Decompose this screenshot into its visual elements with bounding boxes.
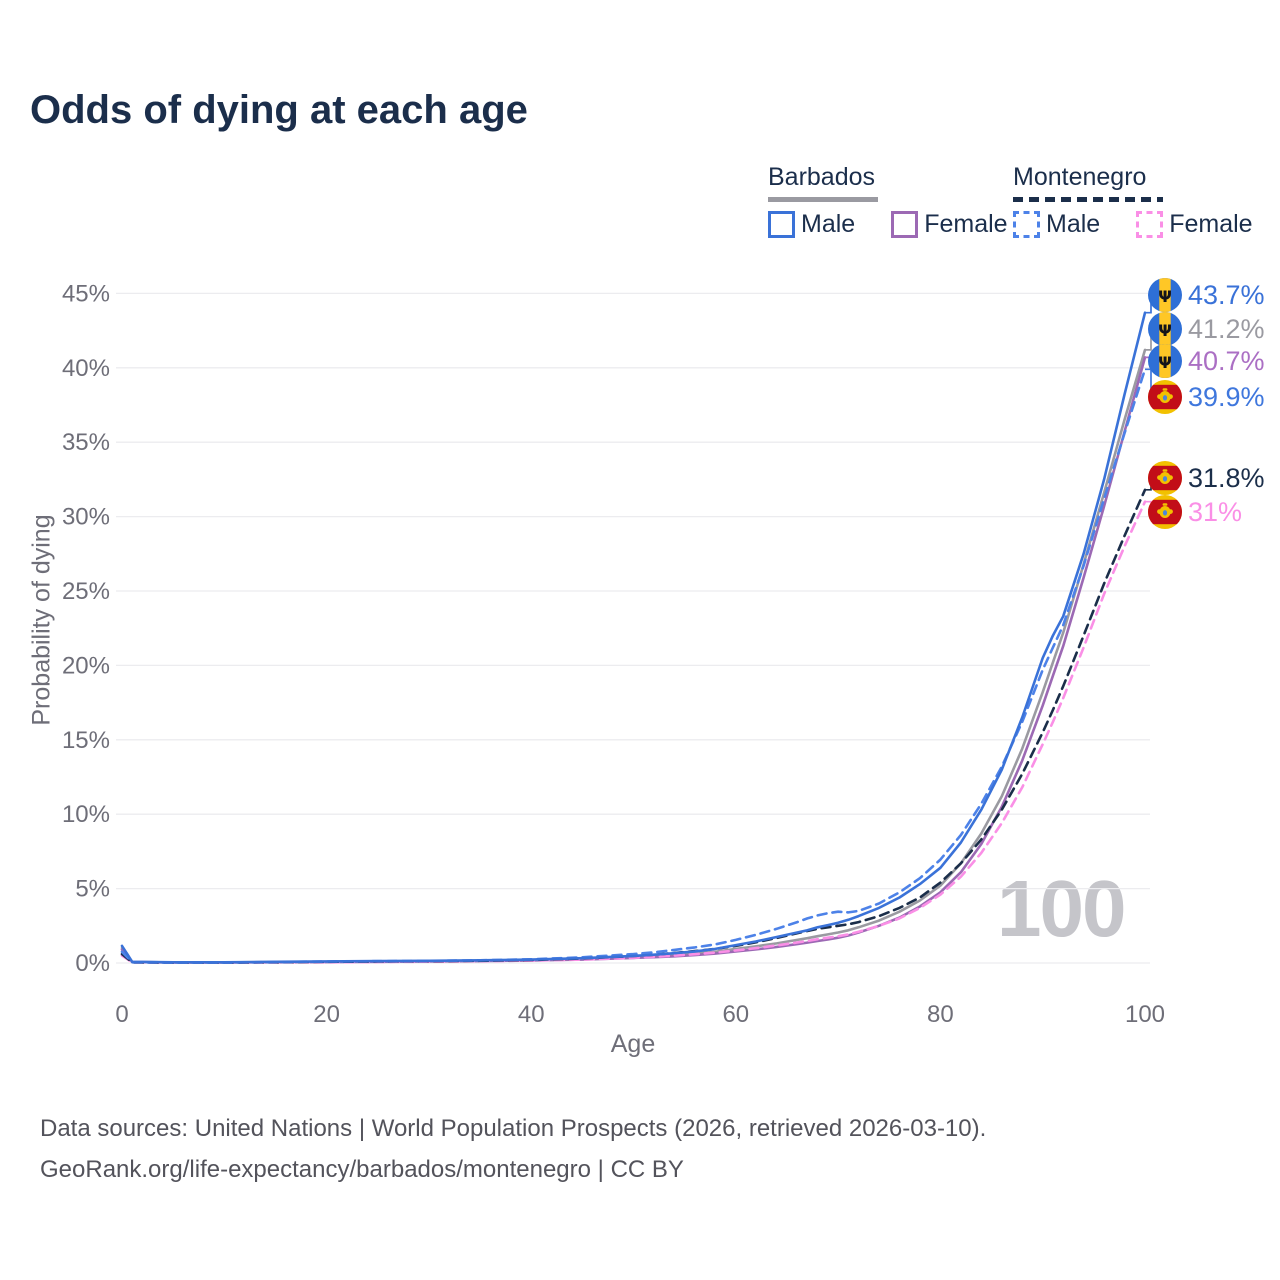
series-end-value: 41.2% (1188, 313, 1265, 344)
y-tick-label: 5% (75, 876, 110, 903)
series-line-montenegro-both-sexes[interactable] (120, 488, 1147, 964)
x-tick-label: 40 (518, 1001, 545, 1028)
barbados-flag-icon: Ψ (1148, 312, 1182, 346)
montenegro-flag-icon (1148, 495, 1182, 529)
series-end-value: 39.9% (1188, 381, 1265, 412)
x-tick-label: 20 (313, 1001, 340, 1028)
legend-row-montenegro: Male Female (1013, 210, 1253, 239)
line-chart: 0% 5% 10% 15% 20% 25% 30% 35% 40% 45% 0 20 40 60 80 100… (62, 280, 1165, 1058)
series-line-montenegro-female[interactable] (120, 500, 1147, 965)
legend-label-barbados-male[interactable]: Male (801, 210, 856, 238)
y-tick-label: 20% (62, 652, 110, 679)
legend-country-montenegro: Montenegro (1013, 163, 1147, 191)
page-title: Odds of dying at each age (30, 88, 528, 132)
y-tick-label: 15% (62, 727, 110, 754)
legend-item-montenegro-male[interactable]: Male (1013, 210, 1100, 239)
y-tick-label: 40% (62, 355, 110, 382)
end-label-barbados-female: Ψ 40.7% (1148, 344, 1265, 378)
legend-underline-montenegro (1013, 197, 1163, 202)
svg-text:Ψ: Ψ (1158, 321, 1172, 340)
legend-item-montenegro-female[interactable]: Female (1136, 210, 1253, 239)
y-tick-label: 35% (62, 429, 110, 456)
legend-label-montenegro-female[interactable]: Female (1169, 210, 1253, 238)
legend-group-barbados: Barbados Male Female (768, 163, 1008, 239)
legend: Barbados Male Female Montenegro Male (0, 163, 1280, 243)
data-sources-footer: Data sources: United Nations | World Pop… (40, 1108, 986, 1190)
footer-line-1: Data sources: United Nations | World Pop… (40, 1115, 987, 1142)
legend-swatch-montenegro-male-icon[interactable] (1013, 211, 1040, 238)
y-tick-label: 10% (62, 801, 110, 828)
legend-group-montenegro: Montenegro Male Female (1013, 163, 1253, 239)
end-label-montenegro-female: 31% (1148, 495, 1242, 529)
x-tick-label: 0 (115, 1001, 128, 1028)
legend-row-barbados: Male Female (768, 210, 1008, 239)
legend-item-barbados-female[interactable]: Female (891, 210, 1008, 239)
end-label-montenegro-male: 39.9% (1148, 380, 1265, 414)
series-end-value: 31.8% (1188, 462, 1265, 493)
y-tick-label: 0% (75, 950, 110, 977)
svg-text:Ψ: Ψ (1158, 353, 1172, 372)
legend-country-barbados: Barbados (768, 163, 876, 191)
legend-swatch-barbados-male-icon[interactable] (768, 211, 795, 238)
series-line-barbados-male[interactable] (120, 311, 1147, 964)
y-tick-label: 30% (62, 504, 110, 531)
series-end-value: 43.7% (1188, 279, 1265, 310)
x-tick-label: 80 (927, 1001, 954, 1028)
legend-swatch-montenegro-female-icon[interactable] (1136, 211, 1164, 238)
footer-line-2: GeoRank.org/life-expectancy/barbados/mon… (40, 1156, 684, 1183)
end-label-barbados-male: Ψ 43.7% (1148, 278, 1265, 312)
montenegro-flag-icon (1148, 380, 1182, 414)
barbados-flag-icon: Ψ (1148, 278, 1182, 312)
barbados-flag-icon: Ψ (1148, 344, 1182, 378)
series-end-value: 40.7% (1188, 345, 1265, 376)
y-tick-label: 45% (62, 280, 110, 307)
chart-watermark: 100 (997, 864, 1126, 953)
montenegro-flag-icon (1148, 461, 1182, 495)
legend-label-montenegro-male[interactable]: Male (1046, 210, 1101, 238)
x-tick-label: 100 (1125, 1001, 1165, 1028)
legend-underline-barbados (768, 197, 878, 202)
svg-text:Ψ: Ψ (1158, 287, 1172, 306)
legend-item-barbados-male[interactable]: Male (768, 210, 855, 239)
series-line-barbados-female[interactable] (120, 356, 1147, 964)
x-tick-label: 60 (722, 1001, 749, 1028)
end-label-barbados-both-sexes: Ψ 41.2% (1148, 312, 1265, 346)
legend-label-barbados-female[interactable]: Female (924, 210, 1008, 238)
y-tick-label: 25% (62, 578, 110, 605)
end-label-montenegro-both-sexes: 31.8% (1148, 461, 1265, 495)
legend-swatch-barbados-female-icon[interactable] (891, 211, 919, 238)
x-axis-title: Age (611, 1030, 655, 1058)
series-end-value: 31% (1188, 496, 1243, 527)
